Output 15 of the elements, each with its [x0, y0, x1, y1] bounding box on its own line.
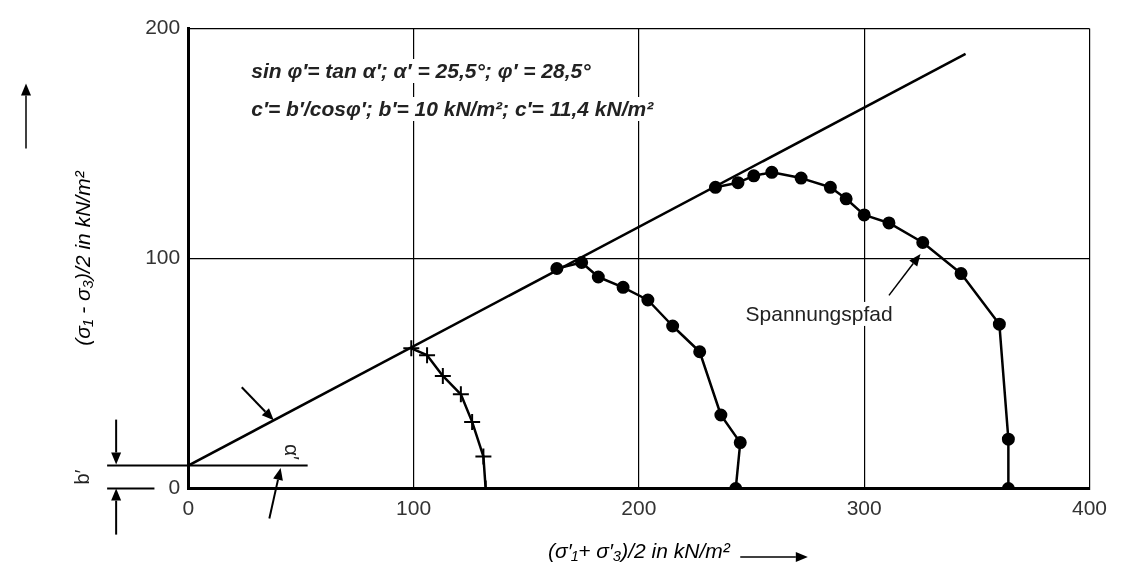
y-axis-title: (σ₁ - σ₃)/2 in kN/m²	[71, 170, 95, 346]
annotation: α′	[279, 440, 304, 463]
x-axis-title: (σ′₁+ σ′₃)/2 in kN/m²	[547, 539, 731, 563]
x-tick-label: 200	[621, 496, 657, 519]
y-tick-label: 0	[168, 475, 181, 499]
y-tick-label: 100	[145, 245, 181, 269]
annotation: sin φ′= tan α′; α′ = 25,5°; φ′ = 28,5°	[248, 58, 594, 83]
x-tick-label: 300	[846, 496, 882, 519]
y-tick-label: 200	[145, 15, 181, 39]
ref-line-label: b′	[70, 469, 94, 485]
x-tick-label: 100	[396, 496, 432, 519]
annotation: c′= b′/cosφ′; b′= 10 kN/m²; c′= 11,4 kN/m²	[248, 96, 657, 121]
annotation: Spannungspfad	[742, 301, 896, 326]
x-tick-label: 400	[1071, 496, 1107, 519]
x-tick-label: 0	[182, 496, 195, 519]
